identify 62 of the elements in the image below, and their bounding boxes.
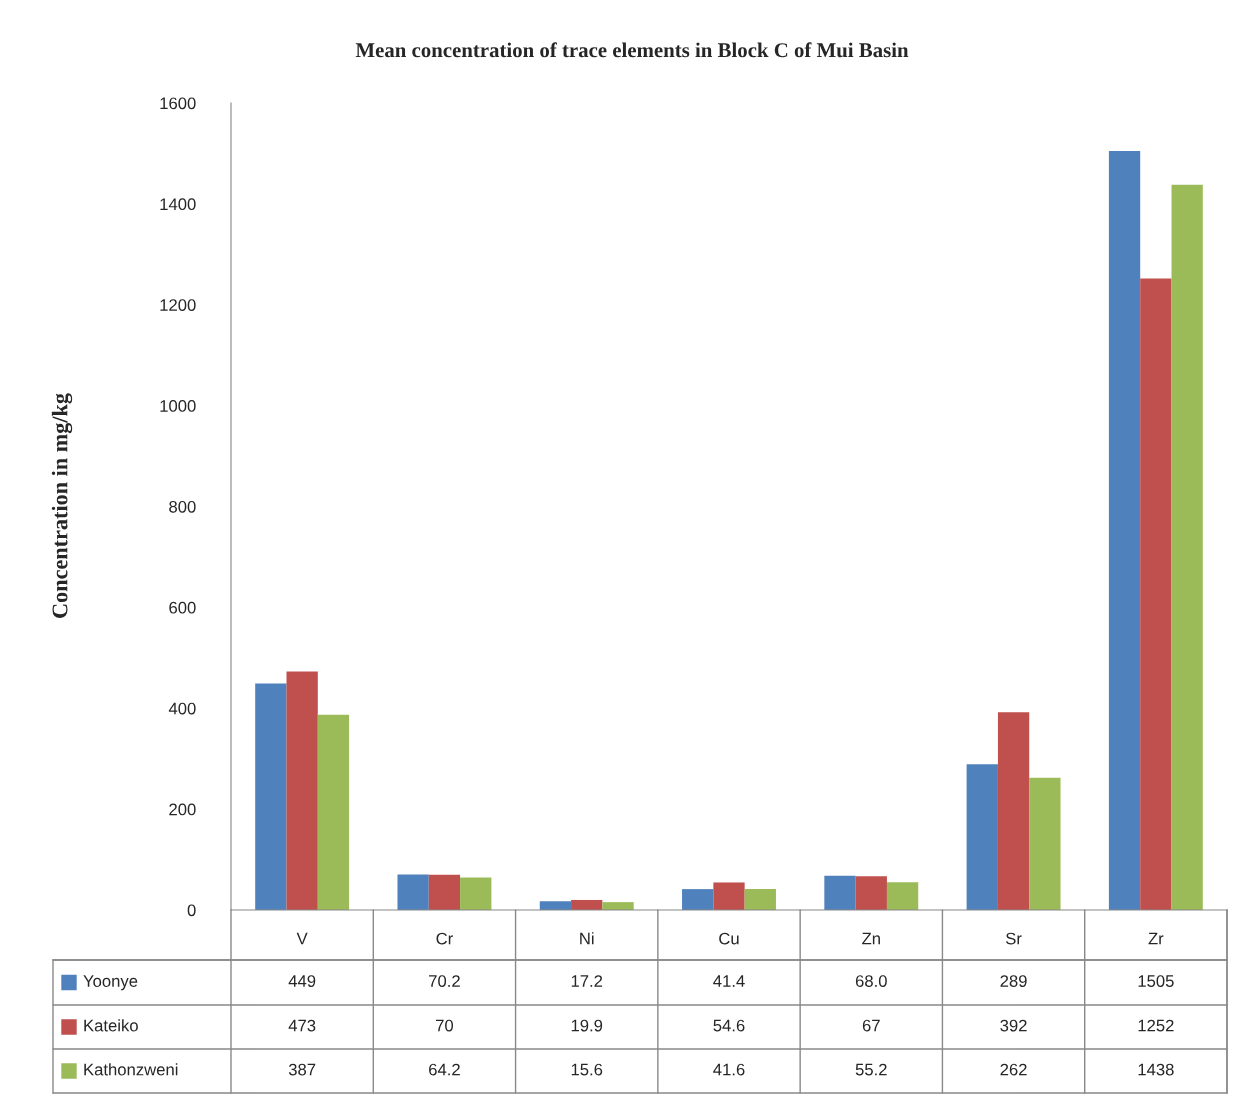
legend-label: Yoonye xyxy=(83,975,138,991)
data-label: 17.2 xyxy=(571,975,603,987)
bar xyxy=(1171,184,1203,910)
bar xyxy=(1108,150,1141,910)
data-label: 68.0 xyxy=(855,975,887,987)
bar xyxy=(997,712,1030,910)
chart-title: Mean concentration of trace elements in Block C of Mui Basin xyxy=(355,42,909,58)
bar xyxy=(255,683,287,910)
y-tick-label: 800 xyxy=(169,500,196,513)
data-label: 19.9 xyxy=(571,1019,603,1032)
data-label: 67 xyxy=(862,1019,880,1032)
bar xyxy=(428,874,461,910)
bar xyxy=(460,877,492,910)
bar xyxy=(1029,777,1061,910)
y-tick-label: 200 xyxy=(169,803,196,816)
data-label: 392 xyxy=(1000,1019,1027,1032)
data-label: 55.2 xyxy=(855,1063,887,1076)
x-tick-label: Zr xyxy=(1148,932,1164,945)
y-tick-label: 1200 xyxy=(160,299,196,311)
y-tick-label: 1000 xyxy=(160,400,196,412)
data-label: 449 xyxy=(288,975,316,987)
y-tick-label: 1400 xyxy=(160,198,196,211)
data-label: 289 xyxy=(1000,975,1027,987)
legend-label: Kateiko xyxy=(84,1019,138,1032)
x-tick-label: Sr xyxy=(1006,932,1022,945)
bar xyxy=(966,764,998,910)
bar xyxy=(824,875,856,910)
data-label: 1505 xyxy=(1138,975,1174,987)
legend-label: Kathonzweni xyxy=(84,1063,178,1076)
y-axis-title: Concentration in mg/kg xyxy=(51,393,73,618)
data-label: 41.4 xyxy=(713,975,745,987)
bar xyxy=(682,889,714,910)
bar xyxy=(397,874,429,910)
bar xyxy=(855,876,887,910)
x-tick-label: Cr xyxy=(436,932,453,945)
data-label: 64.2 xyxy=(429,1063,460,1076)
data-label: 1438 xyxy=(1138,1063,1174,1076)
x-tick-label: V xyxy=(296,932,308,945)
data-label: 262 xyxy=(1000,1063,1027,1076)
data-label: 70.2 xyxy=(429,975,460,987)
x-tick-label: Zn xyxy=(862,932,880,945)
data-label: 41.6 xyxy=(713,1063,745,1076)
bar xyxy=(286,671,318,910)
bar xyxy=(886,882,919,910)
data-label: 70 xyxy=(436,1019,454,1032)
bar xyxy=(713,882,745,910)
bar xyxy=(317,714,350,910)
data-label: 387 xyxy=(288,1063,316,1076)
bar xyxy=(539,901,572,910)
data-label: 54.6 xyxy=(713,1019,745,1032)
y-tick-label: 1600 xyxy=(160,97,196,110)
x-tick-label: Ni xyxy=(580,932,594,945)
bar xyxy=(744,889,776,910)
data-label: 473 xyxy=(288,1019,316,1032)
x-tick-label: Cu xyxy=(719,932,739,945)
bar xyxy=(602,902,634,910)
y-tick-label: 600 xyxy=(169,601,196,614)
y-tick-label: 400 xyxy=(168,702,196,715)
bar xyxy=(1140,278,1172,910)
y-tick-label: 0 xyxy=(187,904,196,917)
data-label: 1252 xyxy=(1138,1019,1174,1032)
data-label: 15.6 xyxy=(571,1063,603,1076)
